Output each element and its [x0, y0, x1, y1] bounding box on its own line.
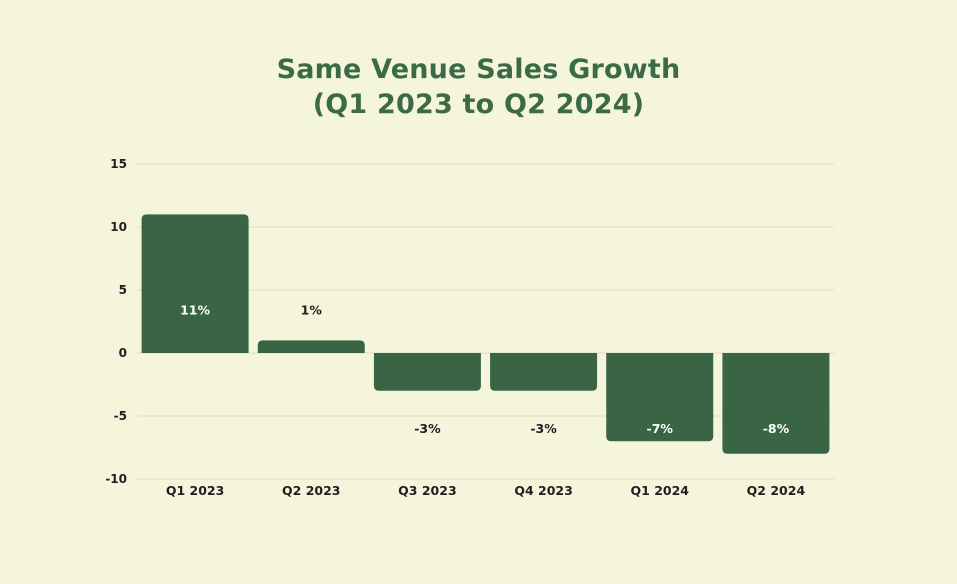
chart-title: Same Venue Sales Growth: [276, 54, 681, 85]
data-labels: 11% 1% -3% -3% -7% -8%: [180, 303, 789, 436]
bars: [141, 214, 830, 454]
data-label: 11%: [180, 303, 210, 318]
y-tick-label: 5: [119, 283, 127, 297]
y-tick-label: -5: [114, 409, 127, 423]
x-tick-label: Q1 2024: [631, 483, 690, 498]
bar-q2-2023: [257, 340, 365, 353]
data-label: -7%: [647, 421, 674, 436]
x-tick-label: Q3 2023: [398, 483, 456, 498]
y-tick-label: 15: [110, 157, 127, 171]
bar-q4-2023: [490, 353, 598, 391]
x-axis-ticks: Q1 2023 Q2 2023 Q3 2023 Q4 2023 Q1 2024 Q2 20…: [166, 483, 806, 498]
y-tick-label: 0: [119, 346, 127, 360]
bar-q2-2024: [722, 353, 830, 454]
x-tick-label: Q2 2024: [747, 483, 806, 498]
data-label: -3%: [414, 421, 441, 436]
data-label: -3%: [530, 421, 557, 436]
bar-q3-2023: [373, 353, 481, 391]
y-tick-label: 10: [110, 220, 127, 234]
bar-q1-2024: [606, 353, 714, 442]
data-label: 1%: [301, 303, 323, 318]
gridlines: [137, 163, 834, 480]
y-axis-ticks: 15 10 5 0 -5 -10: [105, 157, 127, 486]
bar-q1-2023: [141, 214, 249, 353]
y-tick-label: -10: [105, 472, 127, 486]
chart-subtitle: (Q1 2023 to Q2 2024): [312, 89, 645, 120]
x-tick-label: Q1 2023: [166, 483, 224, 498]
x-tick-label: Q2 2023: [282, 483, 340, 498]
data-label: -8%: [763, 421, 790, 436]
x-tick-label: Q4 2023: [514, 483, 572, 498]
